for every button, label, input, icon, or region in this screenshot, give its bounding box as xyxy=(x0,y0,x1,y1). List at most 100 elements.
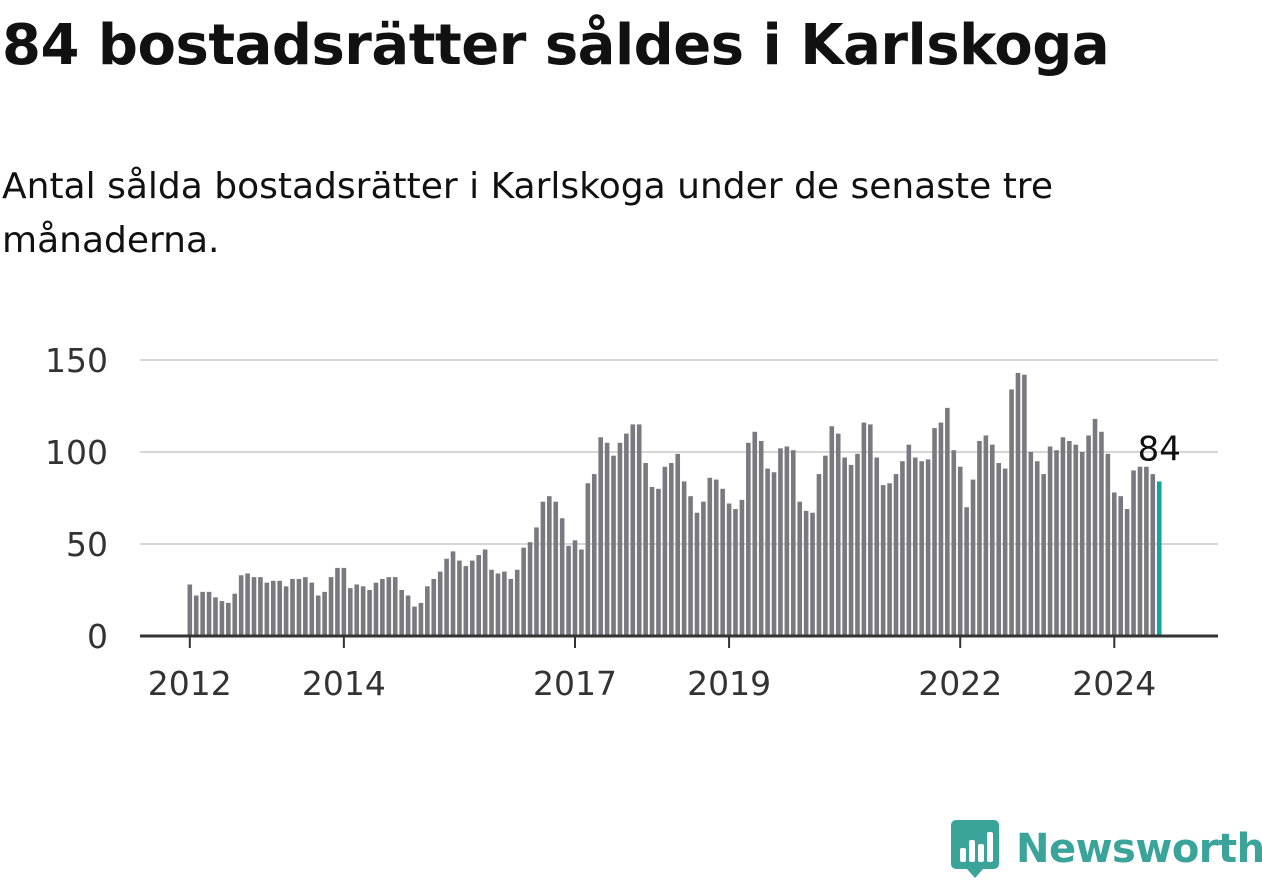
y-tick-label-50: 50 xyxy=(66,525,108,564)
bars xyxy=(187,372,1162,636)
bar xyxy=(482,549,488,636)
bar xyxy=(887,483,892,636)
bar xyxy=(450,551,456,636)
bar xyxy=(309,582,315,636)
bar xyxy=(925,459,931,636)
bar xyxy=(469,560,475,636)
bar xyxy=(1067,440,1072,636)
bar xyxy=(1047,446,1053,636)
bar xyxy=(437,571,443,636)
bar xyxy=(540,501,546,636)
bar xyxy=(990,444,995,636)
bar xyxy=(585,483,591,636)
bar xyxy=(457,560,462,636)
bar xyxy=(880,485,886,636)
bar xyxy=(784,446,790,636)
bar xyxy=(392,577,398,636)
x-tick-label-2017: 2017 xyxy=(533,664,617,703)
x-tick-label-2012: 2012 xyxy=(148,664,232,703)
bar xyxy=(983,435,989,636)
bar xyxy=(1015,372,1021,636)
bar xyxy=(919,461,924,636)
bar xyxy=(354,584,360,636)
bar xyxy=(1086,435,1091,636)
bar xyxy=(264,582,270,636)
bar xyxy=(373,582,379,636)
bar xyxy=(296,578,302,636)
bar xyxy=(270,580,276,636)
bar xyxy=(765,468,770,636)
bar xyxy=(399,590,404,636)
bar xyxy=(977,440,982,636)
bar xyxy=(283,586,289,636)
bar xyxy=(771,472,777,636)
bar xyxy=(713,479,719,636)
bar xyxy=(476,555,481,636)
y-tick-label-150: 150 xyxy=(45,341,108,380)
brand-name: Newsworthy xyxy=(1016,826,1262,872)
bar xyxy=(624,433,629,636)
bar xyxy=(245,573,250,636)
chart-subtitle: Antal sålda bostadsrätter i Karlskoga un… xyxy=(2,166,1053,261)
x-tick-label-2014: 2014 xyxy=(302,664,386,703)
bar xyxy=(752,431,758,636)
bar xyxy=(733,509,738,636)
x-tick-label-2024: 2024 xyxy=(1072,664,1156,703)
bar xyxy=(444,558,449,636)
bar xyxy=(938,422,944,636)
bar xyxy=(810,512,815,636)
bar xyxy=(1054,450,1059,636)
bar xyxy=(707,477,713,636)
bar xyxy=(1137,466,1143,636)
bar xyxy=(495,573,501,636)
bar xyxy=(630,424,636,636)
bar xyxy=(251,577,257,636)
bar xyxy=(1028,452,1034,636)
bar xyxy=(598,437,603,636)
bar xyxy=(348,588,353,636)
bar xyxy=(1150,474,1156,636)
bar xyxy=(746,442,751,636)
bar xyxy=(739,499,745,636)
bar xyxy=(669,463,674,636)
bar xyxy=(906,444,912,636)
bar xyxy=(226,602,231,636)
bar xyxy=(1022,374,1027,636)
bar xyxy=(726,503,732,636)
bar xyxy=(874,457,880,636)
bar xyxy=(701,501,706,636)
bar xyxy=(970,479,976,636)
bar xyxy=(193,595,199,636)
bar xyxy=(900,461,905,636)
bar xyxy=(996,463,1002,636)
bar xyxy=(656,488,661,636)
bar xyxy=(720,488,725,636)
bar xyxy=(502,571,507,636)
bar xyxy=(386,577,392,636)
bar xyxy=(643,463,648,636)
bar xyxy=(405,595,411,636)
bar xyxy=(572,540,578,636)
bar xyxy=(579,549,584,636)
bar xyxy=(463,566,469,636)
bar xyxy=(1131,470,1136,636)
bar xyxy=(521,547,526,636)
bar xyxy=(1079,452,1085,636)
bar xyxy=(514,569,520,636)
bar xyxy=(694,512,700,636)
bar xyxy=(790,450,796,636)
bar xyxy=(951,450,957,636)
bar xyxy=(200,591,205,636)
bar xyxy=(431,578,437,636)
bar xyxy=(957,466,963,636)
bar-highlight xyxy=(1156,481,1162,636)
bar xyxy=(380,578,385,636)
bar xyxy=(1092,418,1098,636)
bar xyxy=(868,424,873,636)
newsworthy-logo-icon xyxy=(951,820,999,878)
bar xyxy=(797,501,802,636)
bar xyxy=(341,567,347,636)
bar xyxy=(649,486,655,636)
bar xyxy=(617,442,623,636)
bar xyxy=(1073,444,1079,636)
